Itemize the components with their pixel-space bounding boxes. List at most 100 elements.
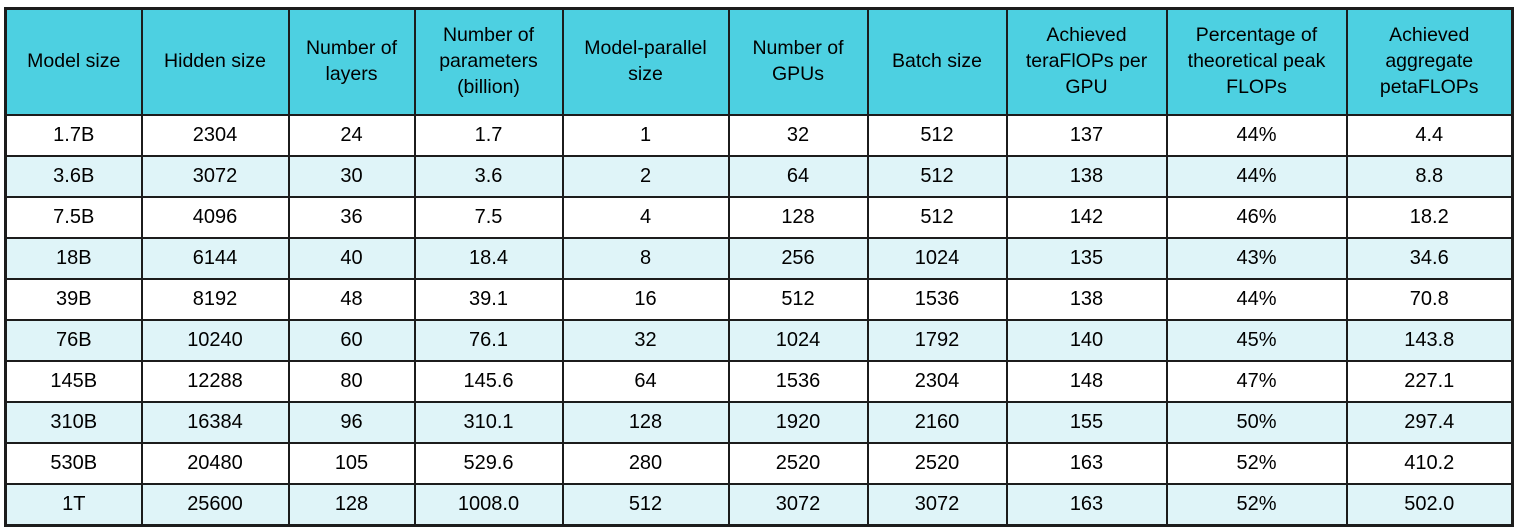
table-cell: 96: [287, 401, 416, 444]
table-cell: 76.1: [413, 319, 564, 362]
table-cell: 512: [866, 196, 1008, 239]
table-cell: 256: [727, 237, 869, 280]
table-cell: 138: [1005, 155, 1168, 198]
table-cell: 36: [287, 196, 416, 239]
table-row: 1T 25600 128 1008.0 512 3072 3072 163 52% 502.0: [4, 483, 1514, 527]
table-cell: 48: [287, 278, 416, 321]
column-header: Model size: [4, 7, 143, 116]
table-cell: 52%: [1165, 483, 1348, 527]
table-row: 310B 16384 96 310.1 128 1920 2160 155 50% 297.4: [4, 401, 1514, 444]
table-cell: 70.8: [1345, 278, 1514, 321]
table-cell: 2520: [727, 442, 869, 485]
table-cell: 18B: [4, 237, 143, 280]
table-cell: 12288: [140, 360, 290, 403]
column-header: Number of layers: [287, 7, 416, 116]
table-cell: 8.8: [1345, 155, 1514, 198]
table-body: 1.7B 2304 24 1.7 1 32 512 137 44% 4.4 3.6B 3072 30 3.…: [4, 114, 1514, 527]
table-cell: 16384: [140, 401, 290, 444]
table-cell: 32: [727, 114, 869, 157]
table-cell: 2160: [866, 401, 1008, 444]
table-cell: 2520: [866, 442, 1008, 485]
table-cell: 20480: [140, 442, 290, 485]
table-cell: 34.6: [1345, 237, 1514, 280]
table-cell: 47%: [1165, 360, 1348, 403]
table-row: 7.5B 4096 36 7.5 4 128 512 142 46% 18.2: [4, 196, 1514, 239]
table-cell: 3072: [140, 155, 290, 198]
table-cell: 40: [287, 237, 416, 280]
table-cell: 138: [1005, 278, 1168, 321]
table-cell: 310B: [4, 401, 143, 444]
table-cell: 512: [727, 278, 869, 321]
table-row: 530B 20480 105 529.6 280 2520 2520 163 52% 410.2: [4, 442, 1514, 485]
table-cell: 137: [1005, 114, 1168, 157]
table-cell: 2304: [140, 114, 290, 157]
table-cell: 2: [561, 155, 730, 198]
table-header: Model size Hidden size Number of layers Num…: [4, 7, 1514, 116]
table-cell: 1008.0: [413, 483, 564, 527]
table-cell: 7.5B: [4, 196, 143, 239]
table-cell: 512: [866, 114, 1008, 157]
table-cell: 145.6: [413, 360, 564, 403]
table-cell: 18.4: [413, 237, 564, 280]
table-cell: 4096: [140, 196, 290, 239]
table-cell: 39B: [4, 278, 143, 321]
table-cell: 8: [561, 237, 730, 280]
table-cell: 155: [1005, 401, 1168, 444]
table-cell: 30: [287, 155, 416, 198]
table-cell: 24: [287, 114, 416, 157]
table-cell: 163: [1005, 442, 1168, 485]
table-row: 76B 10240 60 76.1 32 1024 1792 140 45% 143.8: [4, 319, 1514, 362]
table-cell: 512: [561, 483, 730, 527]
table-cell: 502.0: [1345, 483, 1514, 527]
table-cell: 6144: [140, 237, 290, 280]
table-cell: 1.7B: [4, 114, 143, 157]
table-cell: 44%: [1165, 114, 1348, 157]
table-cell: 529.6: [413, 442, 564, 485]
table-cell: 32: [561, 319, 730, 362]
table-cell: 64: [561, 360, 730, 403]
table-cell: 148: [1005, 360, 1168, 403]
table-row: 18B 6144 40 18.4 8 256 1024 135 43% 34.6: [4, 237, 1514, 280]
table-cell: 4: [561, 196, 730, 239]
table-cell: 50%: [1165, 401, 1348, 444]
table-cell: 1T: [4, 483, 143, 527]
table-cell: 128: [287, 483, 416, 527]
header-row: Model size Hidden size Number of layers Num…: [4, 7, 1514, 116]
table-cell: 128: [561, 401, 730, 444]
table-cell: 4.4: [1345, 114, 1514, 157]
table-cell: 1: [561, 114, 730, 157]
table-cell: 52%: [1165, 442, 1348, 485]
table-cell: 45%: [1165, 319, 1348, 362]
table-cell: 297.4: [1345, 401, 1514, 444]
table-cell: 2304: [866, 360, 1008, 403]
column-header: Batch size: [866, 7, 1008, 116]
table-cell: 410.2: [1345, 442, 1514, 485]
table-row: 39B 8192 48 39.1 16 512 1536 138 44% 70.8: [4, 278, 1514, 321]
table-cell: 227.1: [1345, 360, 1514, 403]
table-cell: 44%: [1165, 278, 1348, 321]
table-cell: 145B: [4, 360, 143, 403]
table-cell: 135: [1005, 237, 1168, 280]
table-cell: 3072: [727, 483, 869, 527]
table-cell: 76B: [4, 319, 143, 362]
table-cell: 16: [561, 278, 730, 321]
column-header: Achieved teraFlOPs per GPU: [1005, 7, 1168, 116]
table-cell: 7.5: [413, 196, 564, 239]
table-cell: 46%: [1165, 196, 1348, 239]
table-cell: 1.7: [413, 114, 564, 157]
table-cell: 280: [561, 442, 730, 485]
table-cell: 8192: [140, 278, 290, 321]
table-cell: 512: [866, 155, 1008, 198]
column-header: Number of parameters (billion): [413, 7, 564, 116]
table-cell: 44%: [1165, 155, 1348, 198]
table-cell: 1024: [727, 319, 869, 362]
table-cell: 1536: [727, 360, 869, 403]
model-scaling-table: Model size Hidden size Number of layers Num…: [4, 7, 1514, 527]
column-header: Model-parallel size: [561, 7, 730, 116]
table-cell: 43%: [1165, 237, 1348, 280]
table-cell: 128: [727, 196, 869, 239]
table-cell: 39.1: [413, 278, 564, 321]
table-cell: 310.1: [413, 401, 564, 444]
table-cell: 1536: [866, 278, 1008, 321]
